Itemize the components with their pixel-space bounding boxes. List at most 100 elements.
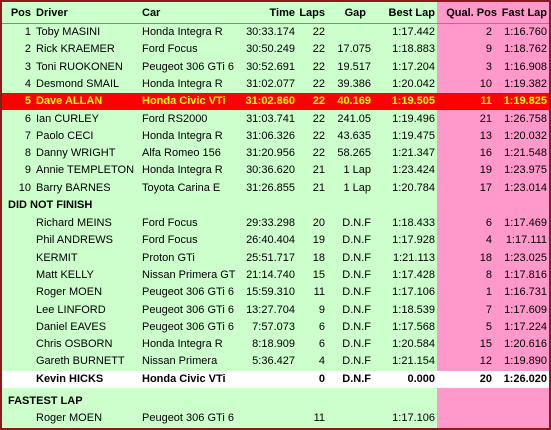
time: 8:18.909 [252,338,295,351]
column-header: Qual. Pos [446,7,497,19]
car: Nissan Primera GT [142,268,236,281]
column-header: Gap [344,7,366,19]
best-lap: 1:21.113 [392,251,435,264]
best-lap: 1:21.347 [392,147,435,160]
best-lap: 1:17.106 [392,412,435,424]
result-row: 8 Danny WRIGHT Alfa Romeo 156 31:20.956 22 58… [2,145,549,162]
result-row: KERMIT Proton GTi 25:51.717 18 D.N.F 1:21.113… [2,250,549,267]
pos: 6 [24,112,31,125]
time: 7:57.073 [252,320,295,333]
result-row: Chris OSBORN Honda Integra R 8:18.909 6 D.N.… [2,336,549,353]
laps: 15 [312,268,325,281]
result-row: 3 Toni RUOKONEN Peugeot 306 GTi 6 30:52.691… [2,59,549,76]
driver: Richard MEINS [36,217,112,229]
best-lap: 1:17.428 [392,268,435,281]
fast-lap: 1:17.469 [504,217,547,229]
qual-pos: 19 [479,164,492,177]
result-row: 6 Ian CURLEY Ford RS2000 31:03.741 22 241.05 1… [2,111,549,128]
gap: 19.517 [337,60,371,73]
qual-pos: 3 [485,60,492,73]
laps: 6 [318,338,325,351]
gap: 39.386 [337,77,371,90]
fast-lap: 1:16.731 [504,286,547,299]
driver: Roger MOEN [36,286,103,299]
fast-lap: 1:20.616 [504,338,547,351]
driver: Danny WRIGHT [36,147,116,160]
car: Ford Focus [142,234,198,247]
column-header: Pos [10,7,31,19]
fast-lap: 1:18.762 [504,43,547,56]
pos: 4 [24,77,31,90]
best-lap: 1:17.442 [392,26,435,38]
gap: 241.05 [337,112,371,125]
qual-pos: 21 [479,112,492,125]
best-lap: 1:20.042 [392,77,435,90]
time: 15:59.310 [246,286,295,299]
driver: Gareth BURNETT [36,355,125,368]
section-title: FASTEST LAP [8,395,83,407]
fast-lap: 1:20.032 [504,129,547,142]
laps: 22 [312,147,325,160]
result-row: Lee LINFORD Peugeot 306 GTi 6 13:27.704 9 D.… [2,302,549,319]
car: Alfa Romeo 156 [142,147,221,160]
pos: 7 [24,129,31,142]
car: Honda Integra R [142,338,223,351]
gap: 17.075 [337,43,371,56]
driver: Desmond SMAIL [36,77,120,90]
time: 30:50.249 [246,43,295,56]
result-row: 10 Barry BARNES Toyota Carina E 31:26.855 21… [2,180,549,197]
column-header: Laps [299,7,325,19]
laps: 22 [312,43,325,56]
qual-pos: 18 [479,251,492,264]
driver: Dave ALLAN [36,95,103,108]
time: 13:27.704 [246,303,295,316]
car: Nissan Primera [142,355,218,368]
result-row: 5 Dave ALLAN Honda Civic VTi 31:02.860 22 40.… [2,93,549,111]
qual-pos: 7 [485,303,492,316]
laps: 22 [312,26,325,38]
fast-lap: 1:23.014 [504,181,547,194]
time: 25:51.717 [246,251,295,264]
laps: 22 [312,77,325,90]
car: Peugeot 306 GTi 6 [142,286,234,299]
gap: D.N.F [342,217,371,229]
result-row: Phil ANDREWS Ford Focus 26:40.404 19 D.N.F 1:… [2,232,549,249]
column-header: Car [142,7,161,19]
qual-pos: 11 [480,95,492,108]
driver: Toby MASINI [36,26,101,38]
fast-lap: 1:17.609 [504,303,547,316]
fast-lap: 1:26.020 [503,372,547,385]
time: 31:20.956 [246,147,295,160]
gap: D.N.F [342,303,371,316]
gap: 43.635 [337,129,371,142]
fast-lap: 1:17.816 [504,268,547,281]
gap: D.N.F [342,338,371,351]
result-row: 2 Rick KRAEMER Ford Focus 30:50.249 22 17.075… [2,41,549,58]
qual-pos: 6 [485,217,492,229]
qual-pos: 15 [479,338,492,351]
time: 26:40.404 [246,234,295,247]
result-row: 4 Desmond SMAIL Honda Integra R 31:02.077 22… [2,76,549,93]
result-row: Daniel EAVES Peugeot 306 GTi 6 7:57.073 6 D.… [2,319,549,336]
best-lap: 1:17.106 [392,286,435,299]
car: Honda Integra R [142,77,223,90]
gap: D.N.F [342,251,371,264]
car: Toyota Carina E [142,181,221,194]
laps: 22 [312,129,325,142]
column-header: Driver [36,7,68,19]
header-row: Pos Driver Car Time Laps Gap Best Lap Qual. Pos… [2,5,549,22]
qual-pos: 5 [485,320,492,333]
driver: Annie TEMPLETON [36,164,135,177]
qual-pos: 12 [479,355,492,368]
laps: 21 [312,164,325,177]
gap: D.N.F [342,372,371,385]
time: 31:03.741 [246,112,295,125]
gap: D.N.F [342,355,371,368]
fast-lap: 1:21.548 [504,147,547,160]
time: 5:36.427 [252,355,295,368]
gap: 1 Lap [343,181,371,194]
best-lap: 1:20.784 [392,181,435,194]
best-lap: 1:23.424 [392,164,435,177]
best-lap: 1:21.154 [392,355,435,368]
